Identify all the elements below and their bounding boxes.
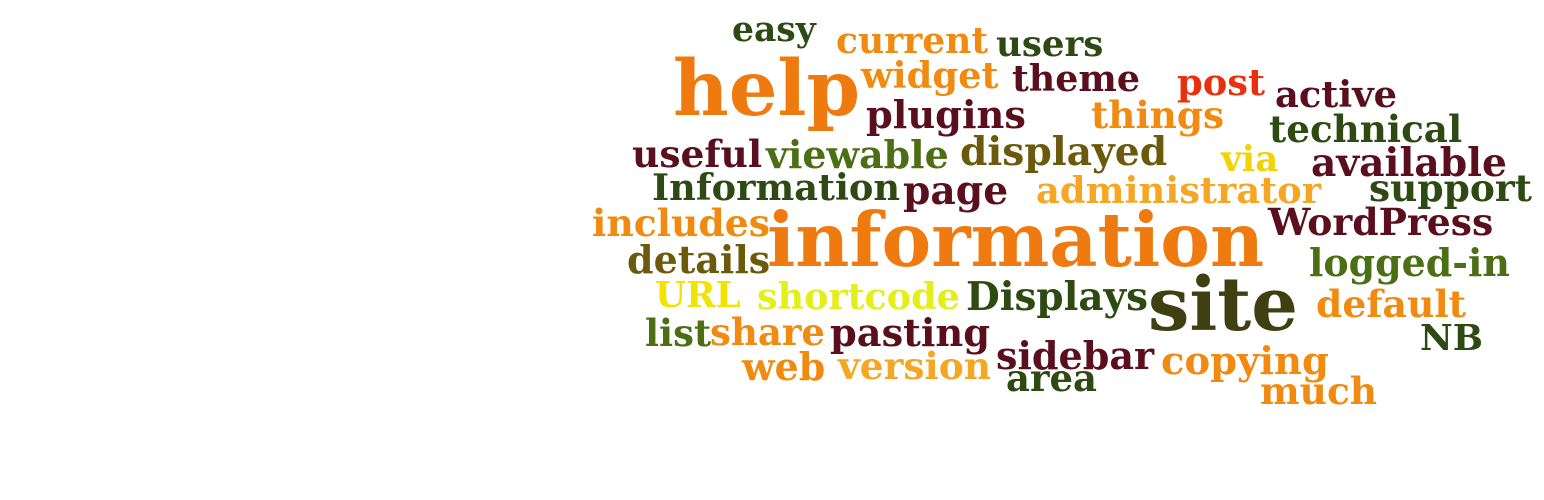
- word-current: current: [836, 19, 989, 62]
- word-theme: theme: [1012, 56, 1141, 100]
- word-site: site: [1148, 261, 1299, 348]
- word-plugins: plugins: [866, 92, 1026, 138]
- word-much: much: [1260, 369, 1378, 414]
- word-information: information: [767, 196, 1265, 285]
- word-web: web: [742, 343, 826, 389]
- word-logged-in: logged-in: [1309, 240, 1510, 285]
- word-version: version: [838, 344, 992, 389]
- word-help: help: [673, 43, 861, 134]
- word-displayed: displayed: [960, 129, 1168, 176]
- word-pasting: pasting: [830, 311, 991, 357]
- word-page: page: [903, 167, 1009, 214]
- word-information-capitalized: Information: [652, 166, 901, 210]
- word-viewable: viewable: [766, 131, 949, 177]
- word-list: list: [645, 311, 712, 355]
- word-widget: widget: [861, 52, 999, 97]
- word-includes: includes: [592, 201, 770, 246]
- word-post: post: [1177, 60, 1265, 105]
- word-sidebar: sidebar: [996, 332, 1155, 378]
- word-wordpress: WordPress: [1268, 199, 1494, 244]
- word-administrator: administrator: [1036, 167, 1322, 212]
- word-things: things: [1091, 92, 1225, 137]
- word-default: default: [1316, 282, 1467, 327]
- word-users: users: [996, 23, 1104, 65]
- word-active: active: [1275, 71, 1398, 116]
- word-displays: Displays: [966, 274, 1149, 321]
- word-url: URL: [655, 274, 741, 316]
- word-copying: copying: [1161, 338, 1329, 384]
- word-details: details: [627, 237, 771, 282]
- word-share: share: [710, 310, 825, 354]
- word-shortcode: shortcode: [757, 275, 960, 319]
- word-useful: useful: [632, 132, 763, 177]
- word-easy: easy: [732, 9, 816, 50]
- word-technical: technical: [1269, 106, 1463, 151]
- word-via: via: [1221, 138, 1279, 180]
- word-nb: NB: [1420, 316, 1483, 359]
- word-available: available: [1311, 140, 1507, 187]
- word-area: area: [1006, 356, 1097, 400]
- word-support: support: [1369, 166, 1532, 211]
